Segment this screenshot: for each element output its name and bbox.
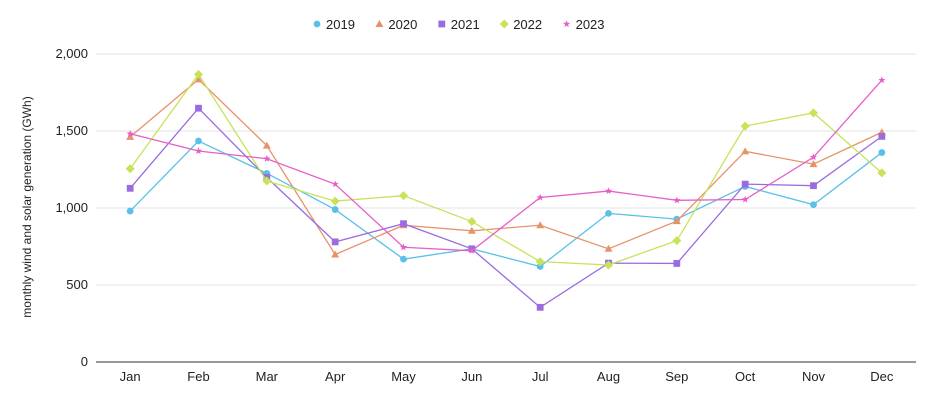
legend-item-2019: 2019 [313, 17, 355, 32]
data-point-2019 [400, 255, 407, 263]
legend-marker-2020 [375, 20, 384, 27]
series-line-2019 [129, 140, 883, 268]
legend-marker-2022 [499, 19, 509, 29]
data-point-2023 [809, 153, 818, 161]
legend-marker-2021 [438, 20, 446, 28]
data-point-2023 [604, 187, 613, 195]
data-point-2020 [809, 160, 818, 168]
y-tick-label: 2,000 [55, 46, 88, 61]
x-tick-label: Jun [461, 369, 482, 384]
series-2022 [125, 69, 887, 270]
y-tick-label: 0 [81, 354, 88, 369]
legend-label: 2019 [326, 17, 355, 32]
x-tick-label: May [391, 369, 416, 384]
data-point-2020 [672, 217, 681, 225]
data-point-2023 [126, 129, 134, 137]
y-axis-tick-labels: 0 500 1,000 1,500 2,000 [55, 46, 88, 369]
x-tick-label: Mar [256, 369, 279, 384]
x-tick-label: Feb [187, 369, 209, 384]
series-2019 [126, 137, 886, 270]
legend: 2019 2020 2021 2022 2023 [313, 17, 605, 32]
x-tick-label: Jul [532, 369, 549, 384]
data-point-2019 [878, 149, 886, 156]
data-point-2019 [331, 206, 339, 213]
data-point-2022 [125, 164, 135, 174]
data-point-2020 [467, 226, 476, 234]
x-tick-label: Nov [802, 369, 826, 384]
series-2023 [126, 76, 886, 254]
data-point-2021 [673, 260, 681, 267]
gridlines [96, 53, 916, 363]
data-point-2022 [194, 69, 203, 79]
data-point-2020 [331, 250, 340, 258]
data-point-2022 [604, 260, 613, 270]
legend-item-2020: 2020 [375, 17, 417, 32]
y-tick-label: 1,500 [55, 123, 88, 138]
data-point-2021 [126, 184, 134, 192]
data-point-2020 [536, 221, 545, 229]
data-point-2022 [672, 236, 682, 246]
x-tick-label: Oct [735, 369, 756, 384]
data-point-2023 [536, 193, 544, 201]
series-line-2021 [129, 107, 883, 309]
legend-label: 2023 [576, 17, 605, 32]
data-point-2022 [467, 217, 477, 227]
legend-label: 2022 [513, 17, 542, 32]
data-point-2020 [262, 141, 271, 149]
data-point-2022 [330, 196, 340, 206]
data-point-2022 [809, 108, 818, 118]
data-point-2021 [536, 303, 544, 311]
data-point-2020 [741, 147, 750, 155]
data-point-2022 [399, 191, 408, 201]
data-point-2021 [195, 104, 202, 112]
legend-item-2022: 2022 [499, 17, 542, 32]
data-point-2022 [740, 121, 750, 131]
series-2020 [126, 75, 886, 258]
data-point-2022 [262, 176, 272, 186]
x-tick-label: Jan [120, 369, 141, 384]
data-point-2023 [263, 154, 271, 162]
data-point-2019 [605, 209, 612, 217]
x-tick-label: Aug [597, 369, 620, 384]
data-point-2021 [741, 180, 749, 188]
data-point-2023 [194, 147, 203, 155]
data-point-2023 [741, 195, 749, 203]
legend-label: 2021 [451, 17, 480, 32]
data-point-2020 [604, 244, 613, 252]
data-point-2021 [400, 220, 407, 228]
x-tick-label: Sep [665, 369, 688, 384]
data-point-2023 [399, 243, 408, 251]
y-axis-title: monthly wind and solar generation (GWh) [20, 96, 34, 317]
data-point-2020 [126, 132, 135, 140]
data-point-2021 [331, 238, 339, 246]
y-tick-label: 1,000 [55, 200, 88, 215]
data-point-2023 [468, 247, 476, 254]
data-point-2019 [536, 263, 544, 270]
series-line-2020 [129, 78, 883, 256]
data-point-2023 [673, 196, 681, 204]
legend-marker-2019 [313, 20, 321, 28]
legend-marker-2023 [562, 20, 571, 28]
data-point-2021 [878, 132, 886, 140]
series-group [125, 69, 887, 311]
x-tick-label: Dec [870, 369, 894, 384]
data-point-2021 [810, 182, 817, 190]
data-point-2022 [877, 168, 887, 178]
x-tick-label: Apr [325, 369, 346, 384]
legend-item-2023: 2023 [562, 17, 605, 32]
data-point-2022 [535, 257, 545, 267]
x-axis-tick-labels: Jan Feb Mar Apr May Jun Jul Aug Sep Oct Nov Dec [120, 369, 894, 384]
data-point-2019 [195, 137, 202, 145]
series-line-2022 [129, 73, 883, 266]
data-point-2019 [126, 207, 134, 215]
series-line-2023 [130, 79, 883, 252]
legend-label: 2020 [388, 17, 417, 32]
data-point-2019 [810, 201, 817, 209]
y-tick-label: 500 [66, 277, 88, 292]
data-point-2023 [331, 180, 339, 188]
data-point-2023 [878, 76, 886, 84]
data-point-2020 [194, 75, 203, 83]
legend-item-2021: 2021 [438, 17, 480, 32]
